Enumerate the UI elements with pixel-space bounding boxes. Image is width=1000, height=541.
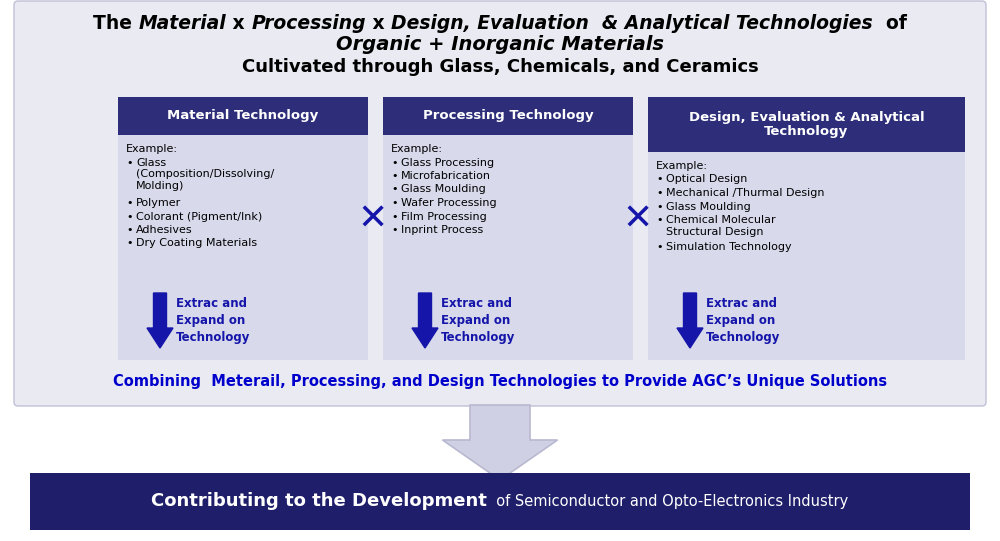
- Text: Chemical Molecular
Structural Design: Chemical Molecular Structural Design: [666, 215, 776, 236]
- Text: Polymer: Polymer: [136, 198, 181, 208]
- Text: Glass Processing: Glass Processing: [401, 157, 494, 168]
- Text: of Semiconductor and Opto-Electronics Industry: of Semiconductor and Opto-Electronics In…: [487, 494, 849, 509]
- Polygon shape: [677, 293, 703, 348]
- Text: Extrac and
Expand on
Technology: Extrac and Expand on Technology: [441, 297, 515, 344]
- Text: The: The: [93, 14, 139, 33]
- Text: Optical Design: Optical Design: [666, 175, 747, 184]
- Text: Inprint Process: Inprint Process: [401, 225, 483, 235]
- FancyBboxPatch shape: [648, 97, 965, 152]
- Text: Material: Material: [139, 14, 226, 33]
- Text: •: •: [656, 188, 662, 198]
- Text: Example:: Example:: [656, 161, 708, 171]
- Polygon shape: [442, 405, 558, 480]
- FancyBboxPatch shape: [648, 152, 965, 360]
- Text: Glass Moulding: Glass Moulding: [666, 201, 751, 212]
- Text: Design, Evaluation & Analytical
Technology: Design, Evaluation & Analytical Technolo…: [689, 110, 924, 138]
- Text: Processing Technology: Processing Technology: [423, 109, 593, 122]
- FancyBboxPatch shape: [30, 473, 970, 530]
- Text: Processing: Processing: [252, 14, 366, 33]
- Text: Colorant (Pigment/Ink): Colorant (Pigment/Ink): [136, 212, 262, 221]
- Text: Glass Moulding: Glass Moulding: [401, 184, 486, 195]
- Text: •: •: [391, 225, 398, 235]
- Text: Material Technology: Material Technology: [167, 109, 319, 122]
- Polygon shape: [412, 293, 438, 348]
- Text: Extrac and
Expand on
Technology: Extrac and Expand on Technology: [176, 297, 250, 344]
- Text: •: •: [656, 175, 662, 184]
- Text: Design, Evaluation  & Analytical Technologies: Design, Evaluation & Analytical Technolo…: [391, 14, 873, 33]
- Text: ✕: ✕: [358, 203, 388, 237]
- Text: •: •: [126, 225, 132, 235]
- Text: Glass
(Composition/Dissolving/
Molding): Glass (Composition/Dissolving/ Molding): [136, 157, 274, 190]
- Text: •: •: [391, 198, 398, 208]
- Text: •: •: [391, 212, 398, 221]
- Text: Contributing to the Development: Contributing to the Development: [151, 492, 487, 511]
- Text: •: •: [656, 215, 662, 225]
- Text: Adhesives: Adhesives: [136, 225, 193, 235]
- Text: •: •: [391, 184, 398, 195]
- Text: •: •: [126, 239, 132, 248]
- FancyBboxPatch shape: [14, 1, 986, 406]
- Text: Organic + Inorganic Materials: Organic + Inorganic Materials: [336, 35, 664, 54]
- FancyBboxPatch shape: [118, 97, 368, 135]
- Text: Cultivated through Glass, Chemicals, and Ceramics: Cultivated through Glass, Chemicals, and…: [242, 58, 758, 76]
- Text: •: •: [656, 201, 662, 212]
- Text: Extrac and
Expand on
Technology: Extrac and Expand on Technology: [706, 297, 780, 344]
- Text: Dry Coating Materials: Dry Coating Materials: [136, 239, 257, 248]
- Text: •: •: [126, 198, 132, 208]
- Polygon shape: [147, 293, 173, 348]
- Text: Wafer Processing: Wafer Processing: [401, 198, 497, 208]
- Text: x: x: [366, 14, 391, 33]
- Text: Mechanical /Thurmal Design: Mechanical /Thurmal Design: [666, 188, 824, 198]
- FancyBboxPatch shape: [383, 135, 633, 360]
- Text: x: x: [226, 14, 252, 33]
- Text: •: •: [391, 171, 398, 181]
- Text: Film Processing: Film Processing: [401, 212, 487, 221]
- Text: •: •: [126, 157, 132, 168]
- Text: Example:: Example:: [126, 144, 178, 154]
- Text: Simulation Technology: Simulation Technology: [666, 242, 792, 252]
- FancyBboxPatch shape: [383, 97, 633, 135]
- Text: ✕: ✕: [623, 203, 653, 237]
- Text: Combining  Meterail, Processing, and Design Technologies to Provide AGC’s Unique: Combining Meterail, Processing, and Desi…: [113, 374, 887, 389]
- Text: Microfabrication: Microfabrication: [401, 171, 491, 181]
- Text: of: of: [873, 14, 907, 33]
- Text: •: •: [126, 212, 132, 221]
- Text: •: •: [656, 242, 662, 252]
- FancyBboxPatch shape: [118, 135, 368, 360]
- Text: Example:: Example:: [391, 144, 443, 154]
- Text: •: •: [391, 157, 398, 168]
